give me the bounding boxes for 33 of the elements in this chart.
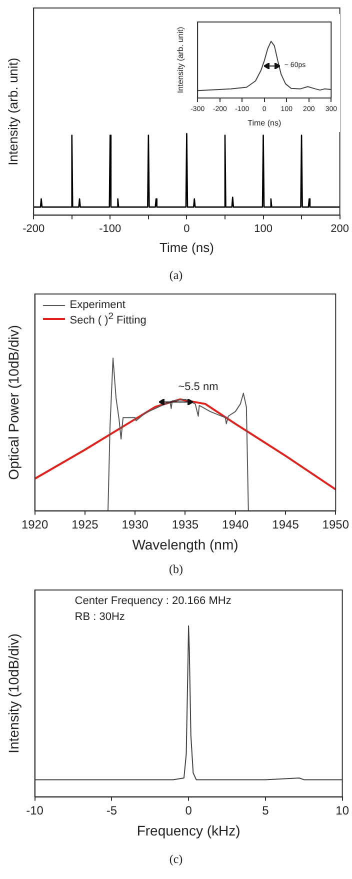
x-axis-title: Wavelength (nm) <box>132 536 238 552</box>
x-tick-label: 1945 <box>272 517 300 532</box>
annotation: ~5.5 nm <box>178 380 218 396</box>
text: (b) <box>168 562 184 577</box>
x-axis-title: Time (ns) <box>160 240 214 255</box>
legend-label: Sech ( )$^{2}$ Fitting <box>70 311 146 327</box>
x-axis-title: Frequency (kHz) <box>136 822 240 838</box>
y-axis-title: Intensity (10dB/div) <box>5 633 22 754</box>
x-tick-label: 0 <box>185 803 192 818</box>
x-axis-title: Time (ns) <box>248 118 282 128</box>
x-tick-label: 1925 <box>72 517 99 532</box>
text: (a) <box>168 268 184 283</box>
text: Center Frequency : 20.166 MHz <box>74 594 232 609</box>
legend-label: Experiment <box>70 299 126 311</box>
x-tick-label: -100 <box>99 222 122 235</box>
text: (c) <box>168 852 184 867</box>
x-tick-label: 100 <box>254 222 272 235</box>
x-tick-label: -10 <box>26 803 44 818</box>
y-axis-title: Intensity (arb. unit) <box>176 26 186 94</box>
x-tick-label: 1950 <box>322 517 350 532</box>
x-tick-label: 1940 <box>222 517 250 532</box>
x-tick-label: 1920 <box>21 517 48 532</box>
x-tick-label: 5 <box>262 803 270 818</box>
text: RB : 30Hz <box>74 610 125 625</box>
y-axis-title: Intensity (arb. unit) <box>5 58 20 166</box>
x-tick-label: 1935 <box>172 517 199 532</box>
x-tick-label: -200 <box>22 222 45 235</box>
x-tick-label: -5 <box>106 803 118 818</box>
x-tick-label: 200 <box>330 222 350 235</box>
x-tick-label: 1930 <box>122 517 149 532</box>
y-axis-title: Optical Power (10dB/div) <box>5 324 22 480</box>
x-tick-label: 0 <box>184 222 190 235</box>
x-tick-label: 10 <box>336 803 350 818</box>
